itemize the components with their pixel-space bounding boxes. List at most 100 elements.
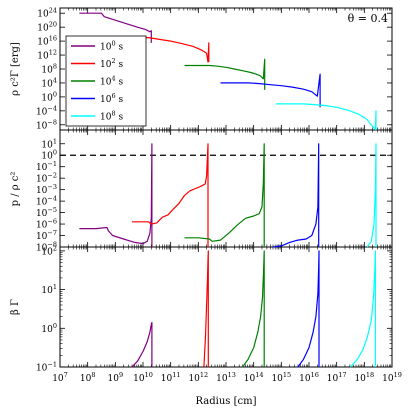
energy-y-tick-label-base: 10 xyxy=(41,66,53,76)
pressure-y-tick-label-base: 10 xyxy=(36,198,48,208)
legend-label-base: 10 xyxy=(100,60,112,70)
energy-y-tick-label: 104 xyxy=(41,76,57,89)
energy-y-tick-label-exponent: 16 xyxy=(49,35,57,43)
x-tick-label: 1011 xyxy=(161,371,181,384)
energy-series-line-1 xyxy=(140,36,210,63)
legend-label-unit: s xyxy=(116,113,124,123)
x-tick-label-exponent: 10 xyxy=(145,371,153,379)
x-tick-label: 1018 xyxy=(354,371,374,384)
energy-y-tick-label-exponent: 24 xyxy=(49,7,57,15)
x-tick-label-exponent: 17 xyxy=(338,371,346,379)
x-tick-label-exponent: 8 xyxy=(91,371,95,379)
x-tick-label: 109 xyxy=(108,371,124,384)
pressure-y-tick-label-exponent: −2 xyxy=(47,172,57,180)
x-tick-label-base: 10 xyxy=(188,374,200,384)
pressure-series-line-3 xyxy=(272,143,320,248)
energy-series-line-2 xyxy=(184,58,266,90)
beta-gamma-y-tick-label: 101 xyxy=(41,283,57,296)
beta-gamma-y-tick-label: 10−1 xyxy=(36,361,57,374)
pressure-y-tick-label: 10−6 xyxy=(36,218,57,231)
beta-gamma-series-line-3 xyxy=(297,250,320,368)
pressure-panel-frame xyxy=(59,129,393,248)
x-tick-label: 1012 xyxy=(188,371,208,384)
energy-series-line-0 xyxy=(79,12,152,43)
x-tick-label-exponent: 19 xyxy=(394,371,402,379)
energy-y-tick-label-base: 10 xyxy=(37,24,49,34)
beta-gamma-series-line-2 xyxy=(242,250,265,368)
pressure-y-tick-label: 10−7 xyxy=(36,229,57,242)
energy-y-tick-label-exponent: 20 xyxy=(49,21,57,29)
x-tick-label: 1016 xyxy=(299,371,319,384)
x-tick-label-base: 10 xyxy=(80,374,92,384)
beta-gamma-y-tick-label: 100 xyxy=(41,322,57,335)
ticks xyxy=(59,8,393,368)
pressure-y-tick-label-base: 10 xyxy=(36,175,48,185)
legend-label-exponent: 4 xyxy=(111,75,115,83)
beta-gamma-y-tick-label-base: 10 xyxy=(41,247,53,257)
x-tick-label: 108 xyxy=(80,371,96,384)
series-lines xyxy=(60,12,392,368)
energy-series-line-4 xyxy=(275,103,377,130)
pressure-y-tick-label: 10−1 xyxy=(36,160,57,173)
pressure-y-axis-label: p / ρ c² xyxy=(10,172,21,207)
pressure-y-tick-label-base: 10 xyxy=(36,232,48,242)
legend-label-base: 10 xyxy=(100,95,112,105)
pressure-y-tick-label-base: 10 xyxy=(41,140,53,150)
pressure-y-tick-label: 100 xyxy=(41,149,57,162)
x-tick-label-base: 10 xyxy=(382,374,394,384)
x-tick-label-base: 10 xyxy=(216,374,228,384)
x-tick-label-base: 10 xyxy=(327,374,339,384)
legend-label-unit: s xyxy=(116,95,124,105)
beta-gamma-y-tick-label-base: 10 xyxy=(41,286,53,296)
beta-gamma-y-tick-label-exponent: 2 xyxy=(53,244,57,252)
x-tick-label-base: 10 xyxy=(133,374,145,384)
energy-y-tick-label: 1016 xyxy=(37,35,57,48)
x-tick-label-base: 10 xyxy=(244,374,256,384)
x-tick-label-base: 10 xyxy=(299,374,311,384)
pressure-y-tick-label-exponent: −3 xyxy=(47,183,57,191)
beta-gamma-y-tick-label-exponent: 1 xyxy=(53,283,57,291)
beta-gamma-y-axis-label: β Γ xyxy=(10,299,21,315)
x-tick-label: 1013 xyxy=(216,371,236,384)
energy-y-tick-label-exponent: −8 xyxy=(47,118,57,126)
pressure-series-line-4 xyxy=(366,143,377,248)
pressure-series-line-0 xyxy=(79,143,153,247)
x-tick-label-exponent: 18 xyxy=(366,371,374,379)
pressure-y-tick-label-base: 10 xyxy=(36,221,48,231)
pressure-y-tick-label: 10−4 xyxy=(36,195,57,208)
energy-y-tick-label: 10−8 xyxy=(36,118,57,131)
legend-label: 102 s xyxy=(100,57,123,70)
legend-label-exponent: 8 xyxy=(111,110,115,118)
energy-y-tick-label: 1020 xyxy=(37,21,57,34)
energy-y-tick-label: 1024 xyxy=(37,7,57,20)
beta-gamma-series-line-1 xyxy=(203,250,209,368)
x-axis-label: Radius [cm] xyxy=(196,396,257,407)
legend-label: 108 s xyxy=(100,110,123,123)
energy-y-tick-label-base: 10 xyxy=(37,10,49,20)
legend-label-exponent: 2 xyxy=(111,57,115,65)
pressure-series-line-1 xyxy=(131,143,209,247)
pressure-y-tick-label-exponent: 0 xyxy=(53,149,57,157)
pressure-y-tick-label-base: 10 xyxy=(36,209,48,219)
legend-label: 104 s xyxy=(100,75,123,88)
legend-label-unit: s xyxy=(116,43,124,53)
pressure-y-tick-label: 101 xyxy=(41,137,57,150)
energy-y-tick-label-base: 10 xyxy=(36,121,48,131)
legend-label-unit: s xyxy=(116,60,124,70)
tick-labels: 102410201016101210810410010−410−81011001… xyxy=(36,7,402,384)
energy-y-tick-label-exponent: 12 xyxy=(49,49,57,57)
pressure-y-tick-label-exponent: −7 xyxy=(47,229,57,237)
legend-label-base: 10 xyxy=(100,113,112,123)
x-tick-label: 1019 xyxy=(382,371,402,384)
x-tick-label: 1014 xyxy=(244,371,264,384)
x-tick-label: 1017 xyxy=(327,371,347,384)
x-tick-label-exponent: 11 xyxy=(172,371,180,379)
legend-label-exponent: 6 xyxy=(111,92,115,100)
energy-y-tick-label-exponent: 4 xyxy=(53,76,57,84)
x-tick-label-base: 10 xyxy=(108,374,120,384)
pressure-y-tick-label-exponent: −5 xyxy=(47,206,57,214)
x-tick-label: 1015 xyxy=(271,371,291,384)
pressure-y-tick-label-exponent: −1 xyxy=(47,160,57,168)
beta-gamma-y-tick-label-exponent: 0 xyxy=(53,322,57,330)
beta-gamma-y-tick-label: 102 xyxy=(41,244,57,257)
